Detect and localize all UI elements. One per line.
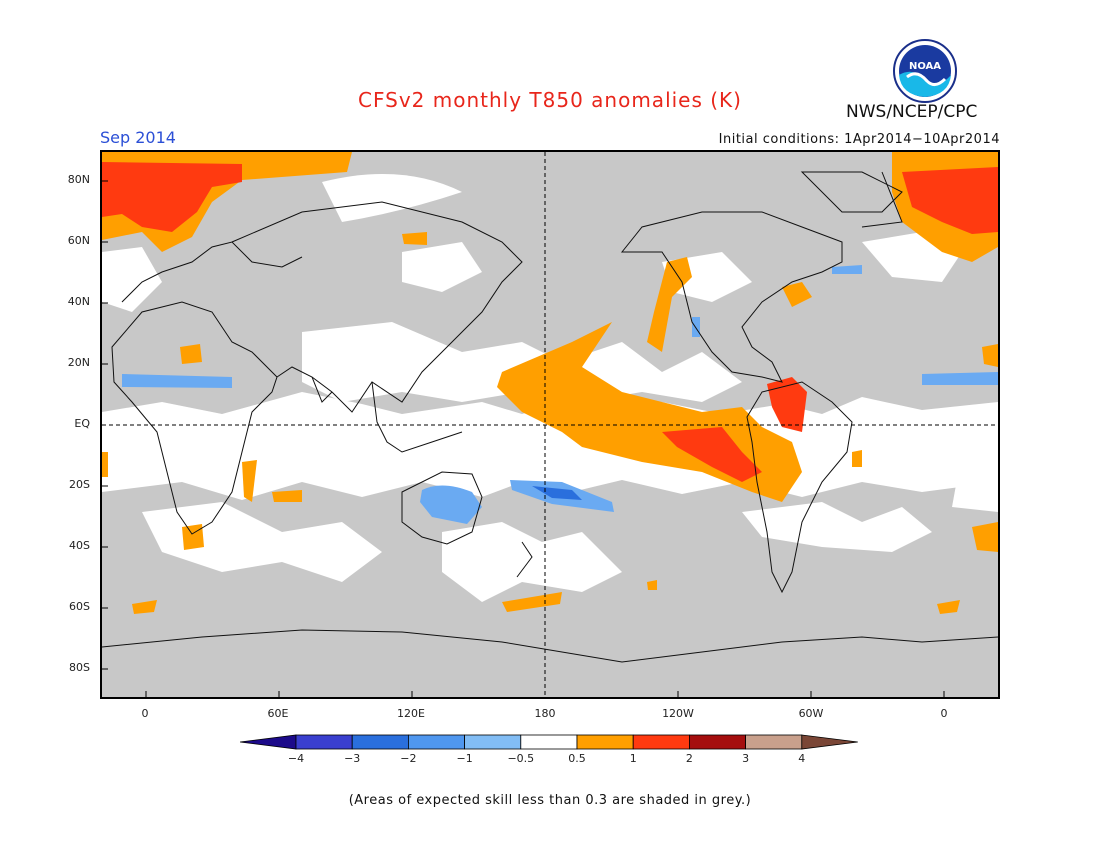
lat-label-40s: 40S — [69, 539, 90, 552]
lat-label-80n: 80N — [67, 173, 90, 186]
lon-label-120e: 120E — [397, 707, 425, 720]
lat-label-60s: 60S — [69, 600, 90, 613]
chart-title: CFSv2 monthly T850 anomalies (K) — [358, 88, 742, 112]
colorbar-segment — [745, 734, 803, 750]
colorbar — [240, 734, 858, 750]
lon-label-180: 180 — [534, 707, 556, 720]
agency-label: NWS/NCEP/CPC — [846, 102, 978, 122]
colorbar-label: −4 — [287, 752, 305, 765]
colorbar-segment-min — [240, 734, 297, 750]
initial-conditions: Initial conditions: 1Apr2014−10Apr2014 — [718, 132, 1000, 147]
lon-label-60w: 60W — [798, 707, 824, 720]
colorbar-label: −0.5 — [507, 752, 535, 765]
colorbar-label: 2 — [685, 752, 693, 765]
colorbar-segment — [407, 734, 465, 750]
lon-label-0-east: 0 — [940, 707, 948, 720]
lat-label-20n: 20N — [67, 356, 90, 369]
strong-warm-areas — [102, 162, 998, 482]
colorbar-label: 4 — [798, 752, 806, 765]
colorbar-label: −1 — [456, 752, 473, 765]
colorbar-label: −2 — [400, 752, 417, 765]
lat-label-40n: 40N — [67, 295, 90, 308]
noaa-logo: NOAA — [893, 39, 957, 103]
colorbar-segment — [520, 734, 578, 750]
colorbar-segment — [688, 734, 746, 750]
lon-label-120w: 120W — [662, 707, 694, 720]
logo-text: NOAA — [909, 61, 941, 72]
lat-label-60n: 60N — [67, 234, 90, 247]
colorbar-label: 1 — [629, 752, 637, 765]
footnote: (Areas of expected skill less than 0.3 a… — [348, 793, 752, 808]
colorbar-segment — [464, 734, 522, 750]
forecast-period: Sep 2014 — [100, 128, 176, 147]
lat-label-eq: EQ — [74, 417, 90, 430]
colorbar-segment-max — [801, 734, 858, 750]
lat-label-20s: 20S — [69, 478, 90, 491]
anomaly-map — [100, 150, 1000, 699]
colorbar-segment — [351, 734, 409, 750]
colorbar-segment — [576, 734, 634, 750]
lon-label-60e: 60E — [267, 707, 289, 720]
colorbar-label: 0.5 — [568, 752, 586, 765]
colorbar-label: 3 — [742, 752, 750, 765]
colorbar-label: −3 — [344, 752, 361, 765]
colorbar-segment — [632, 734, 690, 750]
colorbar-segment — [295, 734, 353, 750]
coastlines — [102, 171, 998, 663]
lon-label-0: 0 — [141, 707, 149, 720]
lat-label-80s: 80S — [69, 661, 90, 674]
axis-ticks — [102, 180, 945, 697]
